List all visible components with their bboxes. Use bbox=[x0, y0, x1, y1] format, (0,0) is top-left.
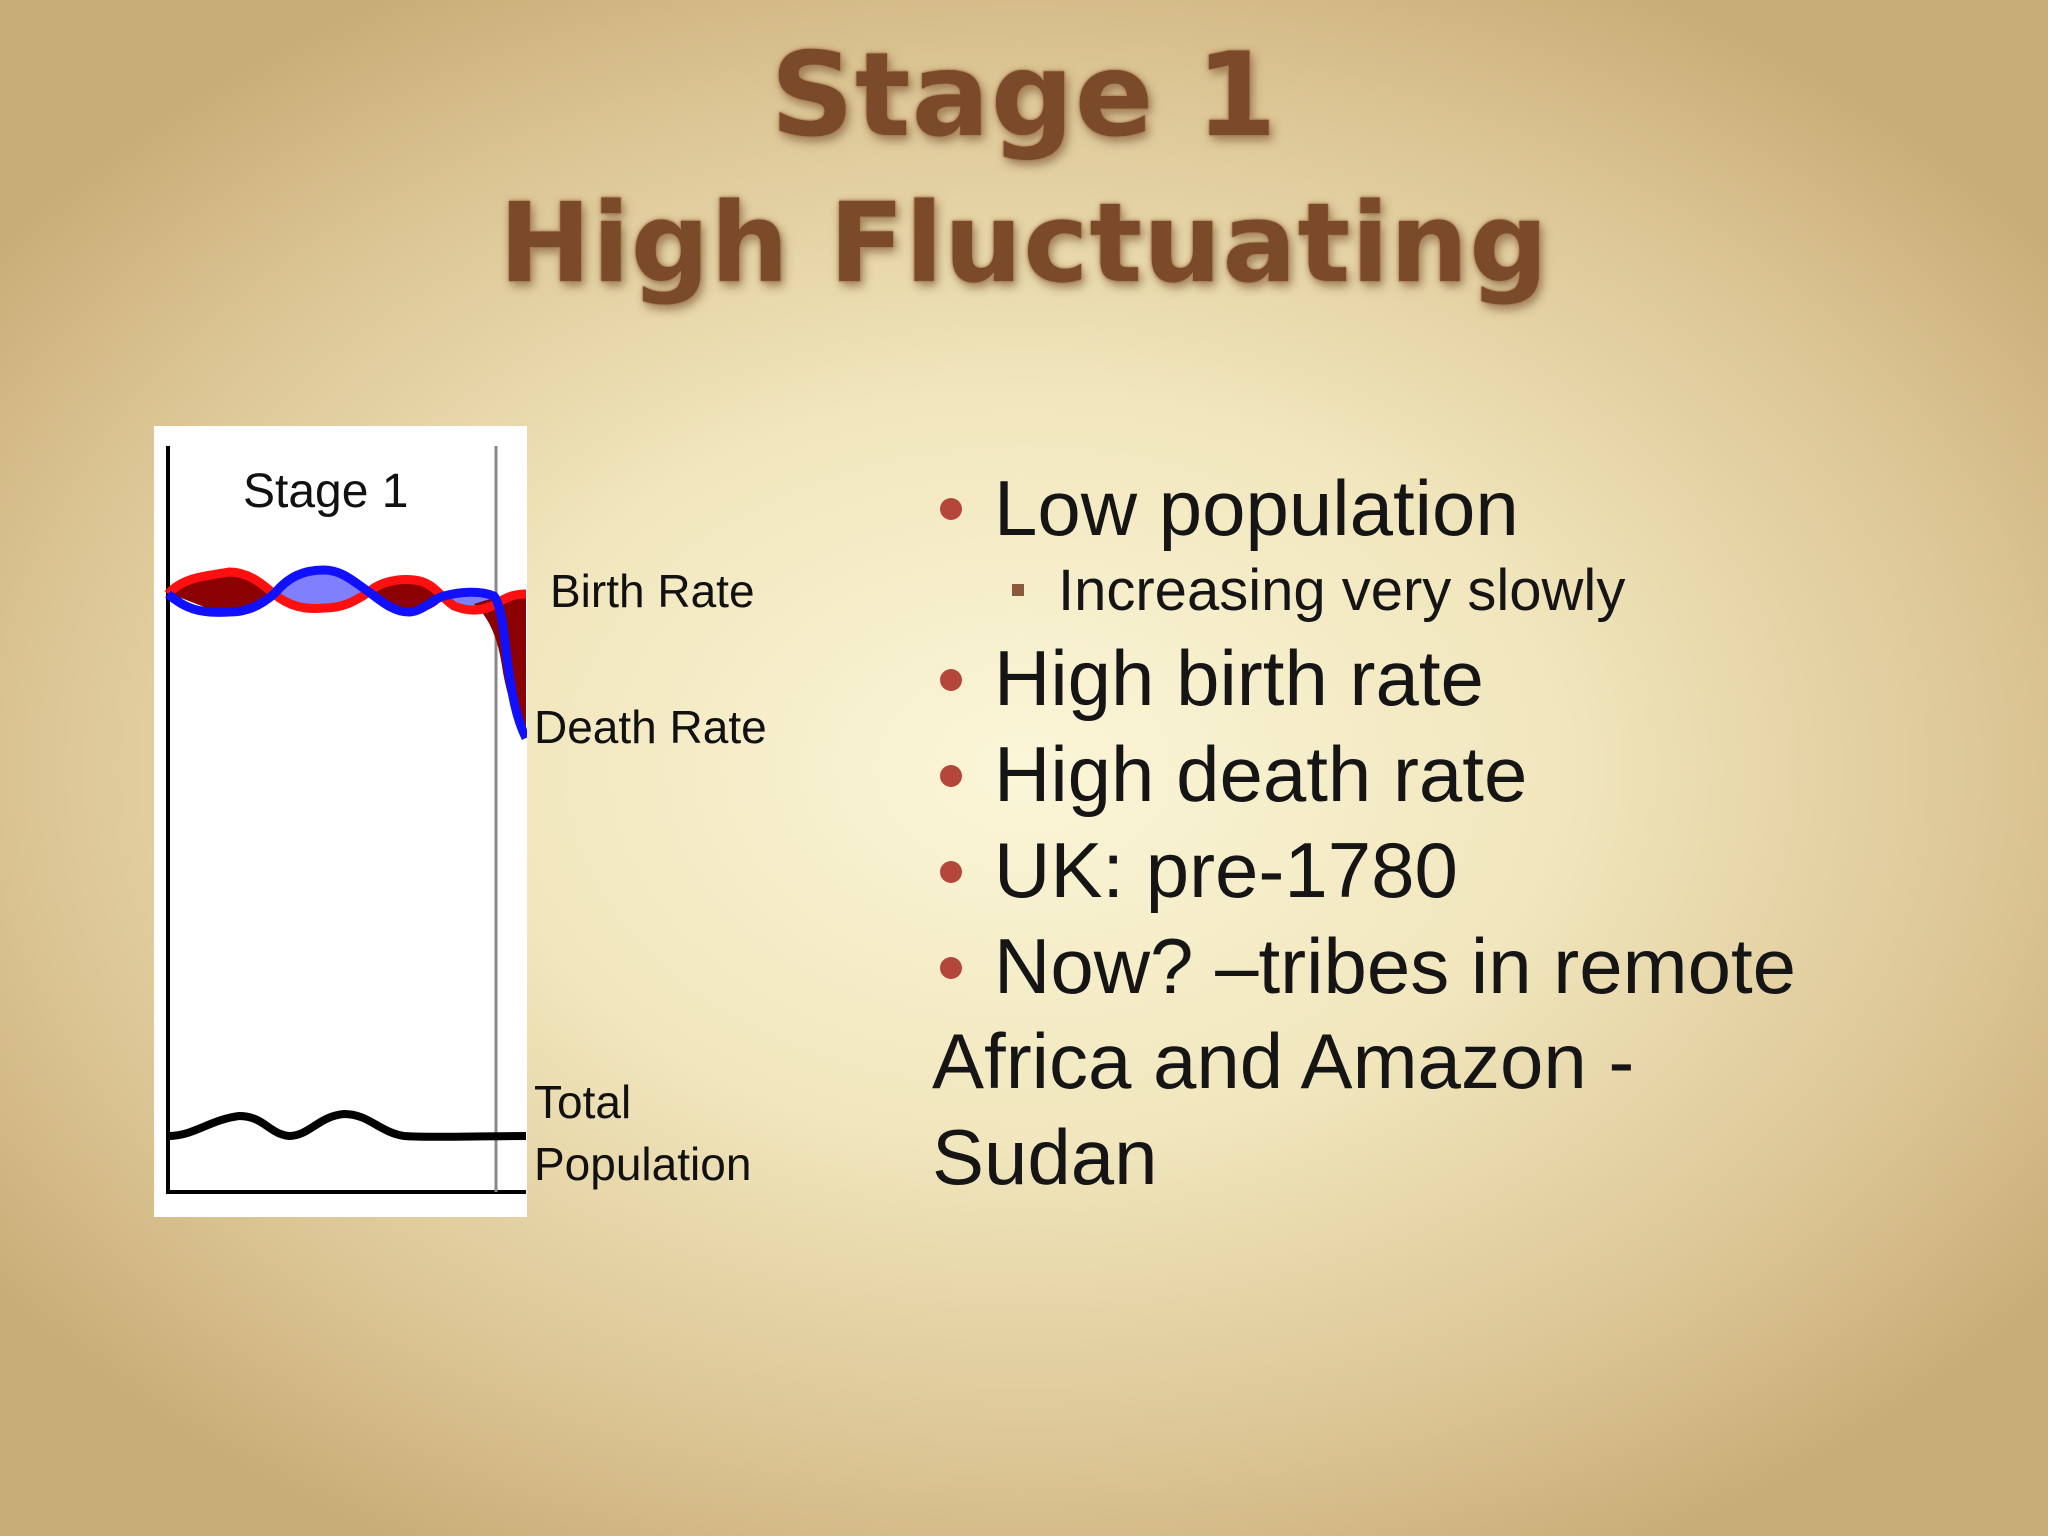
total-population-line bbox=[167, 1110, 527, 1141]
bullet-dot bbox=[940, 498, 962, 520]
bullet-dot bbox=[940, 669, 962, 691]
sub-bullet-text: Increasing very slowly bbox=[1058, 558, 1626, 623]
bullet-continuation-line2: Sudan bbox=[932, 1113, 1158, 1201]
sub-bullet-square bbox=[1012, 584, 1024, 596]
total-population-label-line1: Total bbox=[534, 1076, 632, 1128]
bullet-text: UK: pre-1780 bbox=[994, 826, 1458, 914]
stage1-graph bbox=[164, 446, 527, 1194]
bullet-dot bbox=[940, 861, 962, 883]
bullet-dot bbox=[940, 765, 962, 787]
bullet-text: High death rate bbox=[994, 730, 1528, 818]
birth-rate-label: Birth Rate bbox=[550, 565, 755, 617]
bullet-continuation-line1: Africa and Amazon - bbox=[932, 1017, 1635, 1105]
stage-label: Stage 1 bbox=[243, 465, 409, 518]
bullet-dot bbox=[940, 957, 962, 979]
slide-title-line2: High Fluctuating bbox=[499, 179, 1549, 307]
bullet-text: Low population bbox=[994, 464, 1519, 552]
death-rate-line bbox=[165, 565, 527, 741]
bullet-text: High birth rate bbox=[994, 634, 1484, 722]
bullet-text: Now? –tribes in remote bbox=[994, 922, 1797, 1010]
total-population-label-line2: Population bbox=[534, 1138, 752, 1190]
death-rate-label: Death Rate bbox=[534, 701, 767, 753]
demographic-transition-figure bbox=[154, 426, 527, 1217]
slide-title-line1: Stage 1 bbox=[770, 28, 1278, 163]
